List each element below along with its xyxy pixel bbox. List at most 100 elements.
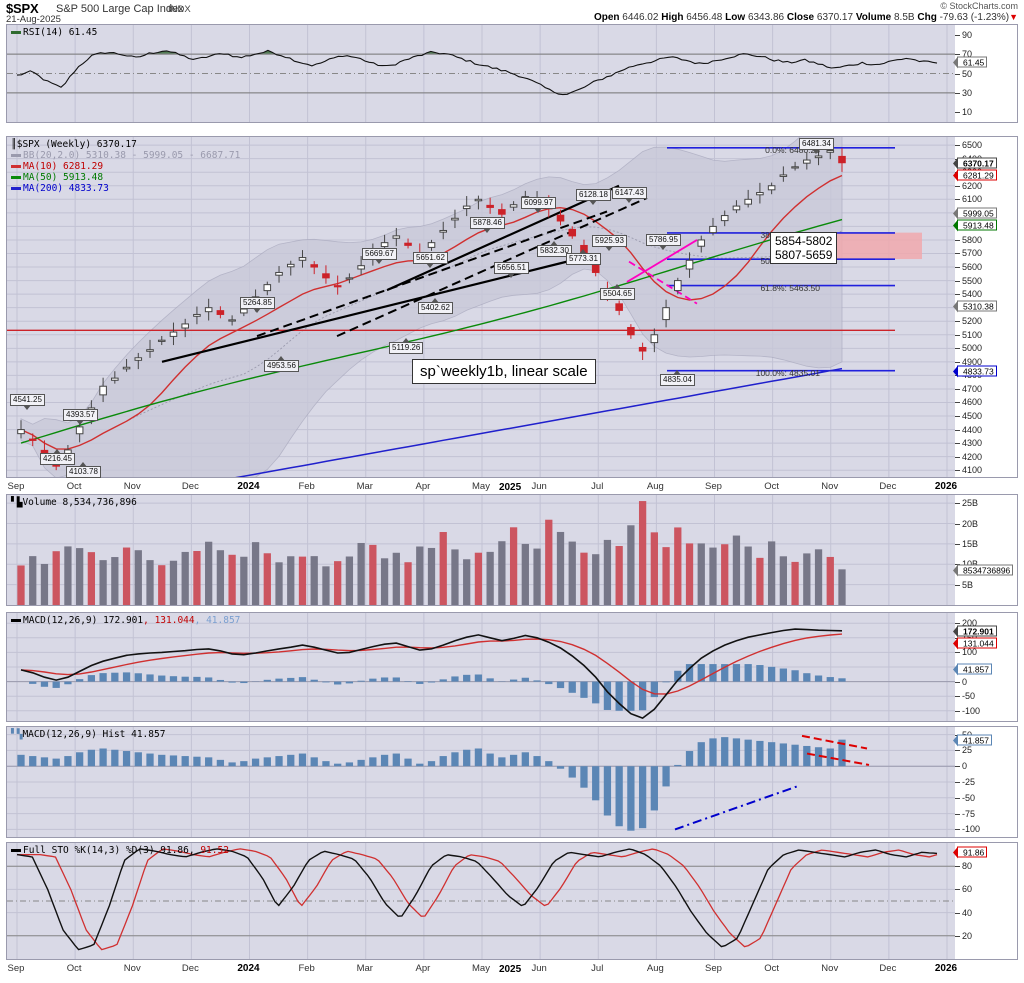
x-axis-label: May (472, 963, 490, 974)
x-axis-label: Jun (531, 481, 547, 492)
axis-tick-label: 40 (962, 907, 973, 918)
close-label: Close (786, 12, 815, 23)
candlestick-icon: ║ (11, 139, 17, 150)
axis-tick-label: 60 (962, 884, 973, 895)
axis-tickmark (955, 623, 960, 625)
rsi-panel: RSI(14) 61.45 90 70 50 30 10 61.45 (6, 24, 1018, 123)
volume-axis: 25B 20B 15B 10B 5B 8534736896 (952, 495, 1017, 605)
axis-tick-label: 6100 (962, 194, 983, 205)
axis-tick-label: 25 (962, 745, 973, 756)
axis-tick-label: 5400 (962, 289, 983, 300)
axis-value-flag: 6281.29 (953, 169, 997, 182)
axis-value-flag: 5310.38 (953, 300, 997, 313)
price-callout: 6099.97 (521, 197, 556, 213)
price-callout: 5651.62 (413, 252, 448, 268)
price-callout: 6147.43 (612, 187, 647, 203)
axis-tick-label: 50 (962, 68, 973, 79)
price-callout: 6481.34 (799, 138, 834, 154)
axis-tickmark (955, 348, 960, 350)
axis-tick-label: 10 (962, 107, 973, 118)
fibonacci-level-label: 0.0%: 6480.28 (765, 144, 820, 155)
high-label: High (661, 12, 684, 23)
axis-tickmark (955, 267, 960, 269)
price-callout: 5402.62 (418, 298, 453, 314)
bb-swatch-icon (11, 154, 21, 157)
stochastic-axis: 80 60 40 20 91.86 (952, 843, 1017, 959)
x-axis-label: Dec (181, 481, 199, 492)
axis-tick-label: 4200 (962, 451, 983, 462)
axis-tickmark (955, 782, 960, 783)
sto-legend-main: Full STO %K(14,3) %D(3) 91.86, (23, 845, 195, 856)
x-axis-label: Nov (821, 481, 839, 492)
volume-plot-area (7, 495, 1017, 605)
axis-tickmark (955, 145, 960, 147)
x-axis-bottom: Sep Oct Nov Dec 2024 Feb Mar Apr May Jun Jul Aug Sep… (6, 962, 1018, 976)
axis-tick-label: 4300 (962, 438, 983, 449)
volume-panel: ▘▙Volume 8,534,736,896 25B 20B 15B 10B 5B 853… (6, 494, 1018, 606)
axis-tickmark (955, 652, 960, 654)
x-axis-top: Sep Oct Nov Dec 2024 Feb Mar Apr May Jun Jul Aug Sep… (6, 480, 1018, 494)
change-value: -79.63 (-1.23%) (939, 12, 1010, 23)
fibonacci-level-label: 61.8%: 5463.50 (760, 282, 820, 293)
axis-tick-label: 5700 (962, 248, 983, 259)
x-axis-label: Dec (879, 963, 897, 974)
axis-tickmark (955, 185, 960, 187)
axis-tick-label: 70 (962, 49, 973, 60)
axis-tick-label: 4400 (962, 424, 983, 435)
ticker-symbol: $SPX (6, 1, 39, 16)
axis-tickmark (955, 280, 960, 282)
price-legend-main: $SPX (Weekly) 6370.17 (16, 139, 137, 150)
axis-tickmark (955, 73, 960, 75)
axis-tick-label: 5200 (962, 316, 983, 327)
axis-value-flag: 61.45 (952, 56, 988, 69)
change-label: Chg (917, 12, 937, 23)
x-axis-label: Dec (181, 963, 199, 974)
axis-tickmark (955, 503, 960, 505)
histogram-icon: ▘▚ (11, 729, 23, 740)
axis-tickmark (955, 470, 960, 472)
axis-tick-label: 20 (962, 930, 973, 941)
axis-tick-label: 200 (962, 618, 978, 629)
axis-tick-label: 150 (962, 633, 977, 643)
x-axis-label: Sep (7, 963, 25, 974)
axis-tickmark (955, 416, 960, 418)
volume-legend: ▘▙Volume 8,534,736,896 (11, 497, 137, 508)
change-down-arrow-icon: ▼ (1009, 12, 1018, 22)
x-axis-label: Dec (879, 481, 897, 492)
axis-tickmark (955, 429, 960, 431)
axis-tickmark (955, 912, 960, 914)
axis-value-flag: 5999.05 (953, 207, 997, 220)
x-axis-label: Jul (591, 963, 604, 974)
axis-tick-label: 4900 (962, 356, 983, 367)
price-callout: 5925.93 (592, 235, 627, 251)
zone-note-line1: 5854-5802 (775, 234, 833, 248)
price-callout: 5878.46 (470, 217, 505, 233)
axis-value-flag: 41.857 (953, 663, 992, 676)
axis-tickmark (955, 584, 960, 586)
sto-legend-d: 91.52 (200, 845, 229, 856)
price-callout: 4541.25 (10, 394, 45, 410)
x-axis-label: Oct (764, 963, 780, 974)
rsi-legend: RSI(14) 61.45 (11, 27, 97, 38)
low-label: Low (725, 12, 746, 23)
axis-tickmark (955, 829, 960, 831)
volume-label: Volume (855, 12, 892, 23)
x-axis-label: Oct (764, 481, 780, 492)
price-callout: 5119.26 (389, 338, 424, 354)
stochastic-panel: Full STO %K(14,3) %D(3) 91.86, 91.52 80 6… (6, 842, 1018, 960)
ma200-legend: MA(200) 4833.73 (11, 183, 240, 194)
axis-tickmark (955, 750, 960, 752)
axis-value-flag: 6370.17 (953, 157, 997, 170)
macd-panel: MACD(12,26,9) 172.901, 131.044, 41.857 2… (6, 612, 1018, 722)
axis-tickmark (955, 813, 960, 815)
axis-tick-label: 10B (962, 559, 978, 569)
axis-tickmark (955, 797, 960, 799)
macd-histogram-plot-area (7, 727, 1017, 837)
axis-tick-label: -100 (962, 705, 981, 716)
x-axis-label: Oct (66, 481, 82, 492)
x-axis-label: Sep (7, 481, 25, 492)
macd-legend-hist: 41.857 (206, 615, 241, 626)
x-axis-label: 2024 (237, 963, 260, 974)
price-callout: 4953.56 (264, 356, 299, 372)
